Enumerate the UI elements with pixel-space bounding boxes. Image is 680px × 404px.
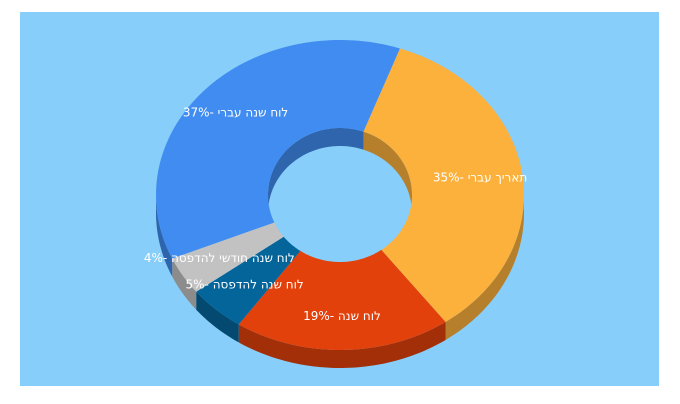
slice bbox=[172, 222, 284, 292]
slice-side bbox=[238, 321, 446, 368]
data-label: תאריך עברי -35% bbox=[433, 171, 527, 185]
data-label: לוח שנה עברי -37% bbox=[183, 106, 288, 120]
slice-side bbox=[445, 195, 524, 340]
data-label: לוח שנה להדפסה -5% bbox=[186, 277, 304, 291]
data-label: לוח שנה חודשי להדפסה -4% bbox=[144, 251, 295, 265]
slice-side bbox=[156, 195, 173, 277]
data-label: לוח שנה -19% bbox=[303, 309, 381, 323]
slice bbox=[196, 236, 301, 325]
slice bbox=[238, 249, 446, 350]
slice-inner-wall bbox=[268, 128, 364, 213]
slice bbox=[156, 40, 400, 259]
slice-side bbox=[196, 291, 239, 343]
slice-inner-wall bbox=[363, 131, 412, 213]
slice bbox=[363, 48, 524, 322]
slice-side bbox=[172, 258, 197, 310]
